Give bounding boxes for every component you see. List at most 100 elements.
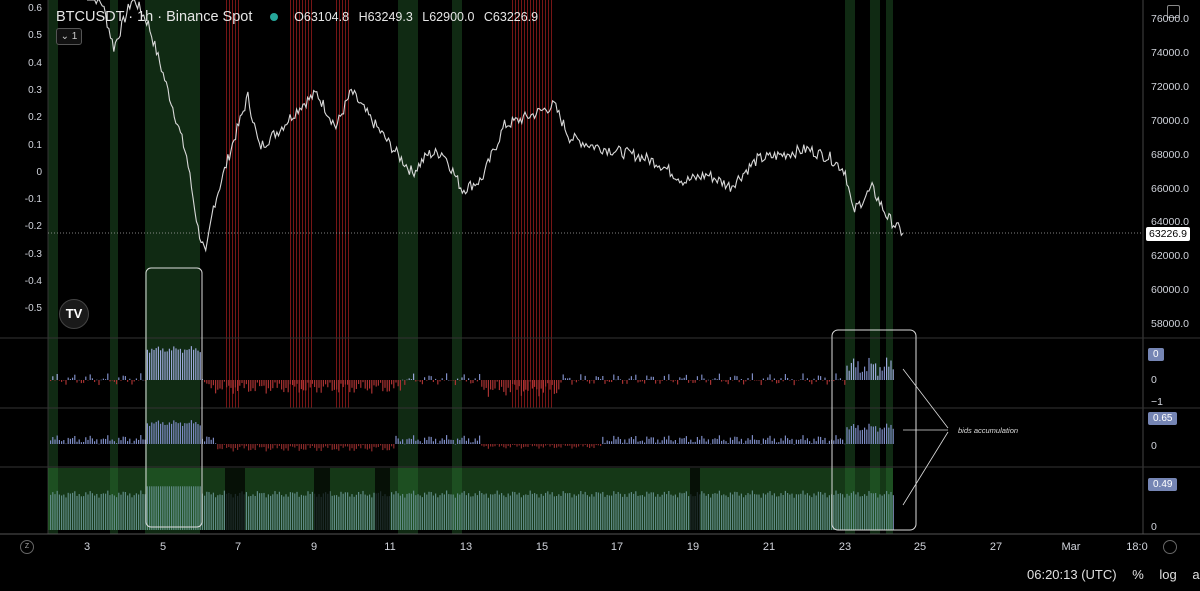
indicator-bar [712, 493, 714, 530]
indicator-bar [560, 495, 562, 530]
indicator-bar [580, 374, 582, 380]
indicator-bar [745, 440, 747, 444]
indicator-bar [193, 423, 195, 444]
indicator-bar [179, 486, 181, 530]
indicator-bar [133, 440, 135, 444]
indicator-bar [171, 486, 173, 530]
indicator-bar [74, 491, 76, 530]
indicator-bar [283, 496, 285, 530]
indicator-bar [705, 441, 707, 444]
indicator-bar [890, 491, 892, 530]
tradingview-logo-icon[interactable]: TV [59, 299, 89, 329]
indicator-bar [215, 497, 217, 530]
gap-zone [690, 468, 700, 530]
indicator-bar [309, 493, 311, 530]
indicator-bar [140, 373, 142, 380]
indicator-bar [100, 493, 102, 530]
maximize-icon[interactable] [1167, 5, 1180, 18]
indicator-bar [190, 420, 192, 444]
indicator-bar [76, 495, 78, 530]
indicator-bar [342, 444, 344, 448]
indicator-bar [305, 380, 307, 391]
indicator-bar [839, 378, 841, 380]
indicator-bar [512, 380, 514, 385]
pane2-value-badge: 0.65 [1148, 412, 1178, 425]
settings-gear-icon[interactable] [1163, 540, 1177, 554]
indicator-bar [129, 493, 131, 530]
indicator-bar [562, 374, 564, 380]
indicator-bar [424, 377, 426, 380]
indicator-bar [531, 493, 533, 530]
indicator-bar [569, 444, 571, 446]
indicator-bar [637, 441, 639, 444]
indicator-bar [677, 443, 679, 444]
indicator-bar [547, 380, 549, 384]
indicator-bar [586, 444, 588, 448]
indicator-toggle-button[interactable]: ⌄ 1 [56, 28, 82, 45]
indicator-bar [804, 494, 806, 530]
auto-toggle[interactable]: auto [1192, 567, 1200, 582]
indicator-bar [461, 437, 463, 444]
indicator-bar [716, 493, 718, 530]
indicator-bar [298, 496, 300, 530]
indicator-bar [465, 440, 467, 444]
indicator-bar [208, 492, 210, 530]
indicator-bar [749, 380, 751, 381]
clock-time[interactable]: 06:20:13 (UTC) [1027, 567, 1117, 582]
indicator-bar [663, 436, 665, 444]
indicator-bar [338, 496, 340, 530]
indicator-bar [659, 442, 661, 444]
bearish-band [229, 0, 230, 408]
indicator-bar [252, 444, 254, 449]
indicator-bar [259, 493, 261, 530]
indicator-bar [648, 493, 650, 530]
highlight-box-left [145, 267, 203, 528]
indicator-bar [144, 494, 146, 530]
indicator-bar [850, 492, 852, 530]
indicator-bar [762, 378, 764, 380]
indicator-bar [281, 444, 283, 450]
indicator-bar [855, 367, 857, 380]
indicator-bar [525, 494, 527, 530]
indicator-bar [83, 380, 85, 383]
indicator-bar [65, 380, 67, 385]
indicator-bar [188, 422, 190, 444]
left-axis-tick: 0.5 [28, 30, 42, 42]
indicator-bar [204, 495, 206, 530]
indicator-bar [344, 380, 346, 385]
indicator-bar [441, 378, 443, 380]
log-toggle[interactable]: log [1159, 567, 1177, 582]
indicator-bar [89, 491, 91, 530]
indicator-bar [507, 444, 509, 446]
indicator-bar [633, 439, 635, 444]
indicator-bar [703, 378, 705, 380]
bearish-band [226, 0, 227, 408]
indicator-bar [149, 352, 151, 380]
indicator-bar [318, 444, 320, 449]
indicator-bar [815, 441, 817, 444]
indicator-bar [358, 491, 360, 530]
indicator-bar [118, 377, 120, 380]
percent-toggle[interactable]: % [1132, 567, 1144, 582]
indicator-bar [393, 444, 395, 449]
indicator-bar [512, 444, 514, 445]
indicator-bar [402, 379, 404, 381]
indicator-bar [410, 493, 412, 530]
indicator-bar [171, 423, 173, 444]
indicator-bar [399, 441, 401, 444]
indicator-bar [276, 444, 278, 449]
indicator-bar [239, 444, 241, 448]
indicator-bar [65, 497, 67, 530]
indicator-bar [342, 493, 344, 530]
symbol-title[interactable]: BTCUSDT · 1h · Binance Spot [56, 9, 253, 25]
indicator-bar [839, 493, 841, 530]
indicator-bar [454, 380, 456, 386]
indicator-bar [91, 438, 93, 444]
time-axis-tick: 15 [535, 541, 549, 553]
indicator-bar [890, 424, 892, 444]
indicator-bar [718, 490, 720, 530]
indicator-bar [380, 380, 382, 383]
indicator-bar [710, 497, 712, 530]
zoom-reset-icon[interactable]: Z [20, 540, 34, 554]
